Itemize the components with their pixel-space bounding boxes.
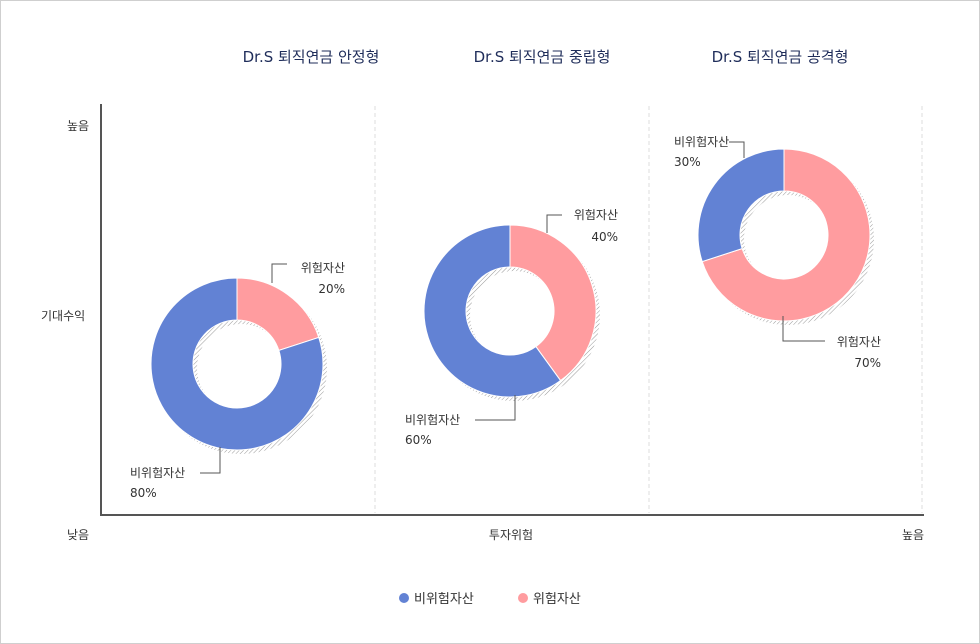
slice-label-aggressive-nonrisk: 비위험자산	[674, 135, 729, 149]
chart-title-stable: Dr.S 퇴직연금 안정형	[243, 48, 380, 66]
donut-stable	[150, 277, 327, 454]
slice-value-neutral-nonrisk: 60%	[405, 433, 432, 447]
legend-label-non-risk: 비위험자산	[414, 592, 474, 607]
callout-lines	[200, 141, 825, 474]
legend-marker-risk	[518, 593, 528, 603]
donut-slice-neutral-risk	[509, 224, 597, 382]
chart-title-neutral: Dr.S 퇴직연금 중립형	[474, 48, 611, 66]
slice-value-neutral-risk: 40%	[591, 230, 618, 244]
slice-label-stable-risk: 위험자산	[301, 261, 345, 275]
origin-low-label: 낮음	[67, 528, 89, 542]
callout-line-aggressive-risk	[782, 316, 825, 342]
slice-value-stable-nonrisk: 80%	[130, 486, 157, 500]
callout-line-stable-risk	[271, 263, 287, 283]
callout-line-stable-nonrisk	[200, 447, 221, 474]
legend-label-risk: 위험자산	[533, 592, 581, 607]
donut-slice-stable-non-risk	[150, 277, 324, 451]
callout-line-aggressive-nonrisk	[729, 141, 745, 158]
callout-line-neutral-nonrisk	[475, 395, 516, 421]
donut-slice-aggressive-non-risk	[697, 148, 785, 263]
slice-value-stable-risk: 20%	[318, 282, 345, 296]
chart-title-aggressive: Dr.S 퇴직연금 공격형	[712, 48, 849, 66]
donut-slice-neutral-non-risk	[423, 224, 562, 398]
legend: 비위험자산 위험자산	[399, 592, 581, 607]
x-axis-title: 투자위험	[489, 528, 533, 542]
y-axis-title: 기대수익	[41, 309, 85, 323]
slice-label-aggressive-risk: 위험자산	[837, 335, 881, 349]
donut-aggressive	[697, 148, 874, 325]
slice-value-aggressive-nonrisk: 30%	[674, 155, 701, 169]
donut-slice-stable-risk	[236, 277, 320, 352]
callout-line-neutral-risk	[546, 214, 562, 233]
y-axis-high-label: 높음	[67, 119, 89, 133]
legend-marker-non-risk	[399, 593, 409, 603]
donut-slice-aggressive-risk	[701, 148, 871, 322]
slice-label-neutral-risk: 위험자산	[574, 208, 618, 222]
x-axis-high-label: 높음	[902, 528, 924, 542]
donut-neutral	[423, 224, 600, 401]
slice-label-stable-nonrisk: 비위험자산	[130, 466, 185, 480]
slice-label-neutral-nonrisk: 비위험자산	[405, 413, 460, 427]
slice-value-aggressive-risk: 70%	[854, 356, 881, 370]
